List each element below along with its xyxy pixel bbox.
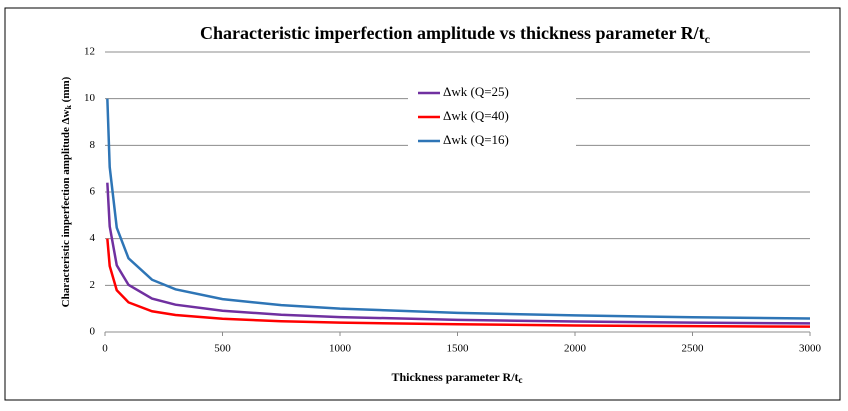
legend-label: Δwk (Q=16) (443, 132, 509, 147)
y-label-subscript: k (64, 105, 73, 110)
x-tick-label: 2000 (564, 343, 587, 355)
x-tick-label: 500 (214, 343, 231, 355)
x-tick-label: 1500 (447, 343, 470, 355)
series-line (106, 98, 811, 320)
y-tick-label: 4 (90, 232, 96, 244)
x-axis-label: Thickness parameter R/tc (391, 370, 522, 385)
y-label-text: Characteristic imperfection amplitude Δw (60, 109, 72, 307)
legend-label: Δwk (Q=40) (443, 108, 509, 123)
y-tick-label: 8 (90, 139, 96, 151)
chart-frame (4, 7, 841, 401)
y-axis-label: Characteristic imperfection amplitude Δw… (60, 76, 73, 307)
x-tick-label: 2500 (682, 343, 705, 355)
title-subscript: c (705, 32, 711, 46)
y-tick-label: 10 (84, 92, 96, 104)
legend-label: Δwk (Q=25) (443, 84, 509, 99)
y-tick-label: 6 (90, 186, 96, 198)
chart-title: Characteristic imperfection amplitude vs… (200, 23, 711, 46)
y-tick-label: 2 (90, 279, 96, 291)
x-label-text: Thickness parameter R/t (391, 370, 518, 384)
y-tick-label: 12 (84, 46, 95, 58)
y-tick-label: 0 (90, 326, 96, 338)
series-line (106, 182, 811, 325)
y-label-unit: (mm) (60, 76, 72, 105)
x-tick-label: 3000 (799, 343, 822, 355)
x-tick-label: 1000 (329, 343, 352, 355)
x-tick-label: 0 (102, 343, 108, 355)
title-text: Characteristic imperfection amplitude vs… (200, 23, 705, 43)
x-label-subscript: c (519, 375, 523, 385)
series-line (106, 238, 811, 328)
